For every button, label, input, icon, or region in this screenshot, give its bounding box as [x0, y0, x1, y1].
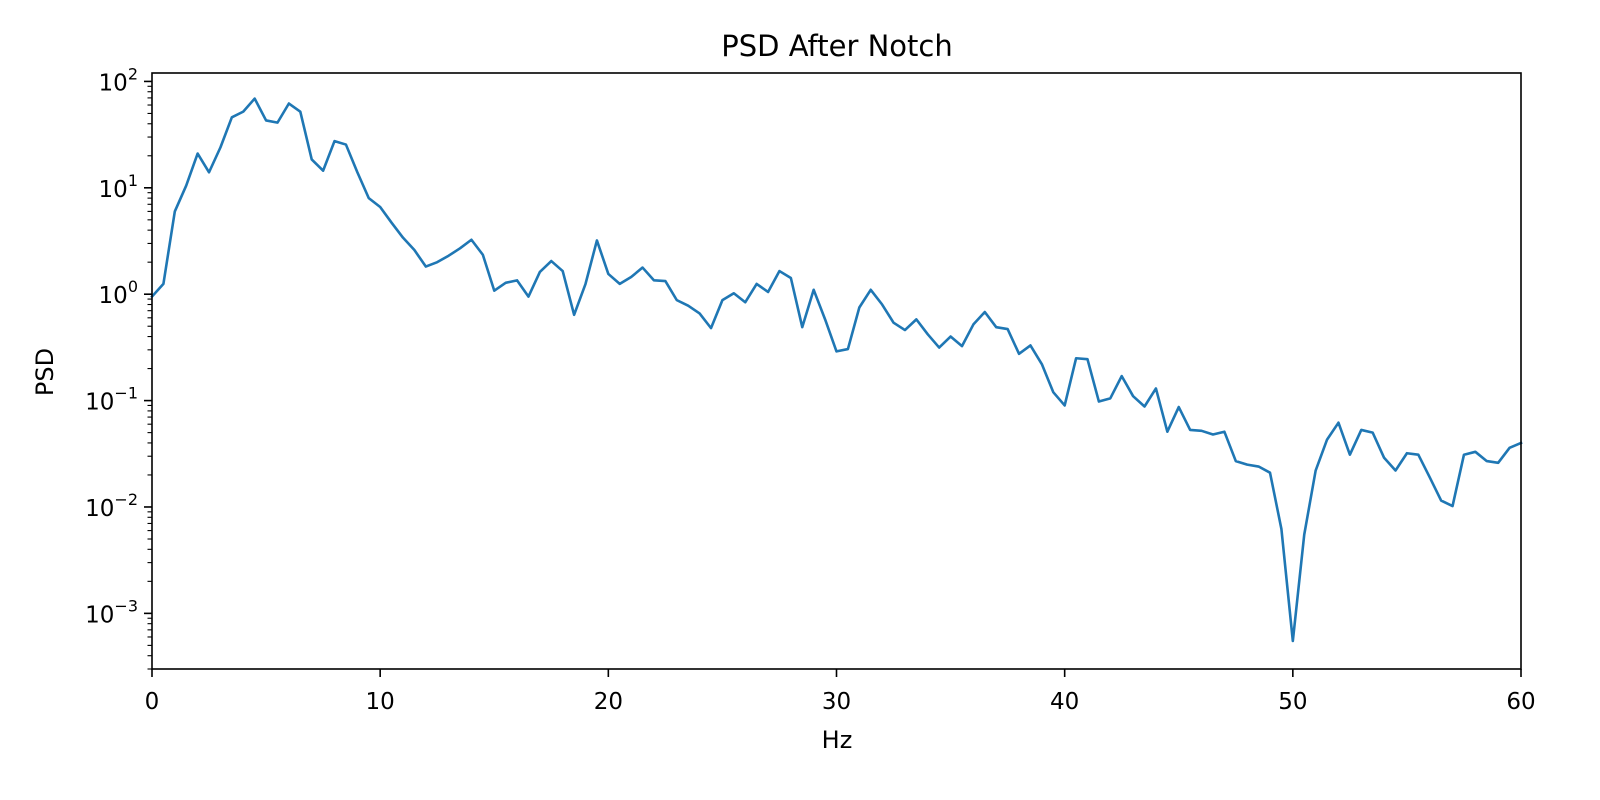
- y-tick-label-exponent: 1: [128, 171, 138, 190]
- y-tick-label-base: 10: [99, 177, 128, 203]
- y-tick-label-base: 10: [85, 496, 114, 522]
- y-tick-label: 100: [99, 277, 138, 309]
- y-tick-label-exponent: −3: [114, 596, 138, 615]
- y-tick-label: 10−3: [85, 596, 138, 628]
- x-tick-label: 0: [145, 689, 160, 715]
- x-tick-label: 40: [1050, 689, 1079, 715]
- x-tick-label: 60: [1506, 689, 1535, 715]
- y-axis-label: PSD: [31, 348, 59, 396]
- y-tick-label-base: 10: [85, 390, 114, 416]
- y-tick-label-exponent: −2: [114, 490, 138, 509]
- chart-title: PSD After Notch: [721, 29, 952, 63]
- plot-frame: [151, 72, 1522, 670]
- y-tick-label-base: 10: [85, 602, 114, 628]
- y-tick-label: 102: [99, 64, 138, 96]
- y-tick-label: 101: [99, 171, 138, 203]
- x-tick-label: 10: [366, 689, 395, 715]
- psd-series-line: [150, 97, 1523, 643]
- y-tick-label-exponent: 0: [128, 277, 138, 296]
- y-tick-label: 10−1: [85, 384, 138, 416]
- y-tick-label: 10−2: [85, 490, 138, 522]
- y-tick-label-base: 10: [99, 283, 128, 309]
- x-axis-label: Hz: [822, 726, 853, 754]
- y-tick-label-exponent: 2: [128, 64, 138, 83]
- x-tick-label: 20: [594, 689, 623, 715]
- x-tick-label: 30: [822, 689, 851, 715]
- y-tick-label-exponent: −1: [114, 384, 138, 403]
- x-tick-label: 50: [1278, 689, 1307, 715]
- y-tick-label-base: 10: [99, 70, 128, 96]
